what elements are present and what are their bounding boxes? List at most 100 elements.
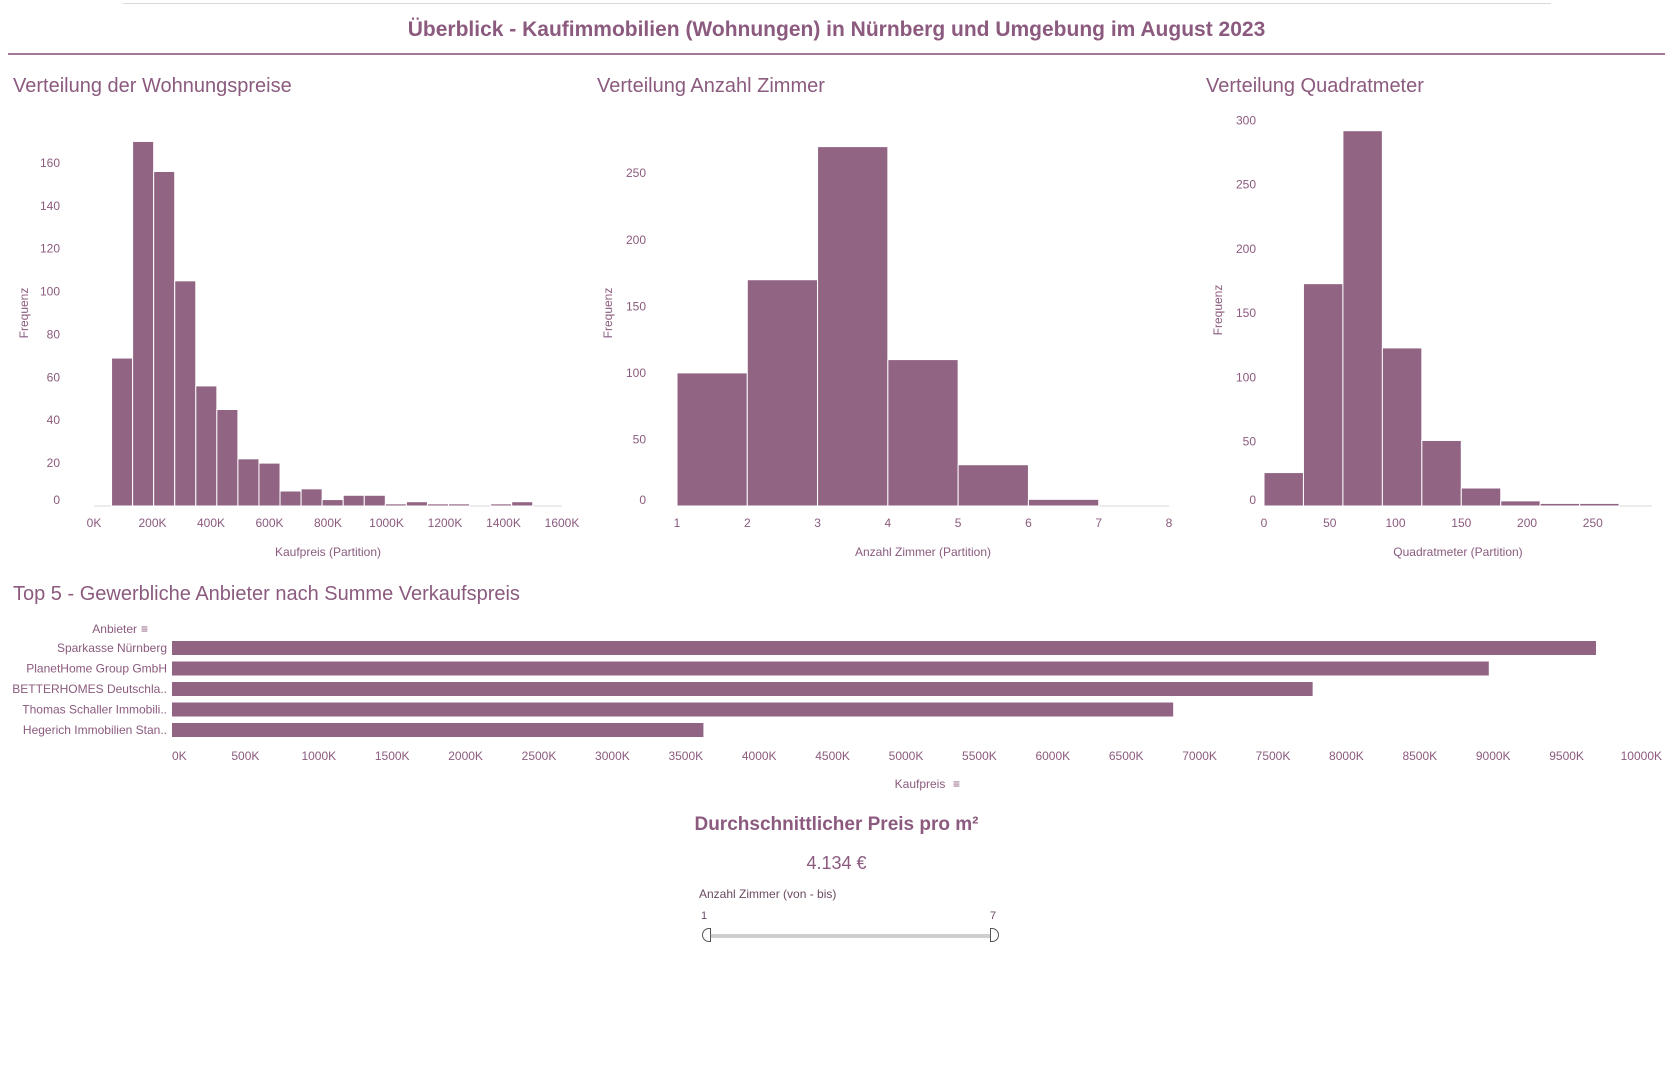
price-y-tick-label: 0 xyxy=(53,493,60,507)
sqm-y-tick-label: 0 xyxy=(1249,493,1256,507)
provider-bar xyxy=(172,641,1596,655)
provider-bar xyxy=(172,661,1489,676)
provider-bar xyxy=(172,702,1174,717)
top5-x-tick-label: 2500K xyxy=(522,749,557,763)
top5-x-tick-label: 5000K xyxy=(889,749,924,763)
sqm-x-tick-label: 100 xyxy=(1386,516,1406,530)
price-x-tick-label: 600K xyxy=(255,516,283,530)
price-y-tick-label: 60 xyxy=(47,370,61,384)
sqm-chart-title: Verteilung Quadratmeter xyxy=(1206,75,1424,97)
sqm-x-tick-label: 150 xyxy=(1451,516,1471,530)
rooms-y-tick-label: 100 xyxy=(626,366,646,380)
rooms-x-tick-label: 5 xyxy=(955,516,962,530)
rooms-y-tick-label: 150 xyxy=(626,299,646,313)
sqm-histogram-bar xyxy=(1263,472,1304,507)
price-x-tick-label: 1200K xyxy=(428,516,463,530)
sqm-histogram-bar xyxy=(1539,502,1581,507)
sort-icon: ≡ xyxy=(141,622,148,636)
provider-label: Hegerich Immobilien Stan.. xyxy=(23,723,167,737)
top5-x-tick-label: 9000K xyxy=(1476,749,1511,763)
price-histogram-bar xyxy=(363,494,386,507)
sqm-histogram-bar xyxy=(1381,347,1423,507)
top5-x-tick-label: 2000K xyxy=(448,749,483,763)
price-x-tick-label: 200K xyxy=(138,516,166,530)
top5-x-tick-label: 7000K xyxy=(1182,749,1217,763)
top5-x-tick-label: 7500K xyxy=(1256,749,1291,763)
sqm-x-tick-label: 250 xyxy=(1583,516,1603,530)
price-histogram-bar xyxy=(405,501,428,507)
sqm-x-axis-title: Quadratmeter (Partition) xyxy=(1393,545,1522,559)
top5-x-tick-label: 500K xyxy=(231,749,259,763)
top5-x-tick-label: 6000K xyxy=(1035,749,1070,763)
price-histogram-bar xyxy=(216,409,239,507)
room-range-min-handle[interactable] xyxy=(702,928,711,942)
top5-x-tick-label: 8000K xyxy=(1329,749,1364,763)
sqm-x-tick-label: 50 xyxy=(1323,516,1337,530)
rooms-y-tick-label: 200 xyxy=(626,233,646,247)
rooms-histogram-bar xyxy=(887,359,959,507)
top5-y-axis-title: Anbieter xyxy=(92,622,137,636)
rooms-histogram-bar xyxy=(746,279,819,507)
price-y-tick-label: 140 xyxy=(40,199,60,213)
sort-icon: ≡ xyxy=(953,777,960,791)
top5-x-tick-label: 1000K xyxy=(301,749,336,763)
top5-x-tick-label: 1500K xyxy=(375,749,410,763)
sqm-y-tick-label: 300 xyxy=(1236,113,1256,127)
price-histogram-bar xyxy=(111,357,134,507)
price-y-tick-label: 40 xyxy=(47,413,61,427)
top5-x-tick-label: 4000K xyxy=(742,749,777,763)
kpi-title: Durchschnittlicher Preis pro m² xyxy=(694,814,979,835)
top5-x-tick-label: 4500K xyxy=(815,749,850,763)
price-y-tick-label: 120 xyxy=(40,242,60,256)
price-histogram-bar xyxy=(448,503,471,507)
room-range-slider-track[interactable] xyxy=(706,934,996,938)
provider-label: PlanetHome Group GmbH xyxy=(26,662,167,676)
rooms-histogram-bar xyxy=(676,372,748,507)
price-histogram-bar xyxy=(153,170,176,507)
top5-x-tick-label: 5500K xyxy=(962,749,997,763)
price-histogram-bar xyxy=(384,503,407,507)
sqm-y-tick-label: 200 xyxy=(1236,242,1256,256)
top5-x-tick-label: 8500K xyxy=(1402,749,1437,763)
price-histogram-bar xyxy=(300,488,323,507)
room-filter-label: Anzahl Zimmer (von - bis) xyxy=(699,887,837,901)
sqm-y-tick-label: 250 xyxy=(1236,178,1256,192)
sqm-histogram-bar xyxy=(1500,500,1541,507)
top5-x-tick-label: 0K xyxy=(172,749,187,763)
title-underline xyxy=(8,53,1665,55)
rooms-x-tick-label: 6 xyxy=(1025,516,1032,530)
top5-x-tick-label: 9500K xyxy=(1549,749,1584,763)
rooms-x-axis-title: Anzahl Zimmer (Partition) xyxy=(855,545,991,559)
price-x-tick-label: 800K xyxy=(314,516,342,530)
price-y-tick-label: 160 xyxy=(40,156,60,170)
price-histogram-bar xyxy=(132,140,155,507)
sqm-histogram-bar xyxy=(1460,487,1502,507)
room-filter-min-label: 1 xyxy=(701,910,708,922)
top-divider xyxy=(123,3,1551,4)
sqm-y-axis-title: Frequenz xyxy=(1211,285,1225,336)
rooms-x-tick-label: 8 xyxy=(1166,516,1173,530)
price-histogram-bar xyxy=(511,501,534,507)
rooms-x-tick-label: 2 xyxy=(744,516,751,530)
rooms-x-tick-label: 7 xyxy=(1095,516,1102,530)
price-y-axis-title: Frequenz xyxy=(17,288,31,339)
price-y-tick-label: 100 xyxy=(40,285,60,299)
room-range-max-handle[interactable] xyxy=(990,928,999,942)
price-histogram-bar xyxy=(490,503,513,507)
sqm-histogram-bar xyxy=(1579,502,1620,507)
price-histogram-bar xyxy=(174,280,197,507)
price-histogram-bar xyxy=(279,490,302,507)
price-histogram-bar xyxy=(258,462,281,507)
top5-x-tick-label: 3000K xyxy=(595,749,630,763)
price-x-tick-label: 1400K xyxy=(486,516,521,530)
page-title: Überblick - Kaufimmobilien (Wohnungen) i… xyxy=(407,18,1266,41)
top5-x-tick-label: 3500K xyxy=(668,749,703,763)
top5-chart-title: Top 5 - Gewerbliche Anbieter nach Summe … xyxy=(13,583,520,605)
rooms-histogram-bar xyxy=(1027,498,1100,507)
rooms-x-tick-label: 1 xyxy=(674,516,681,530)
provider-label: Sparkasse Nürnberg xyxy=(57,641,167,655)
top5-x-tick-label: 10000K xyxy=(1621,749,1662,763)
sqm-y-tick-label: 50 xyxy=(1243,435,1257,449)
sqm-x-tick-label: 200 xyxy=(1517,516,1537,530)
